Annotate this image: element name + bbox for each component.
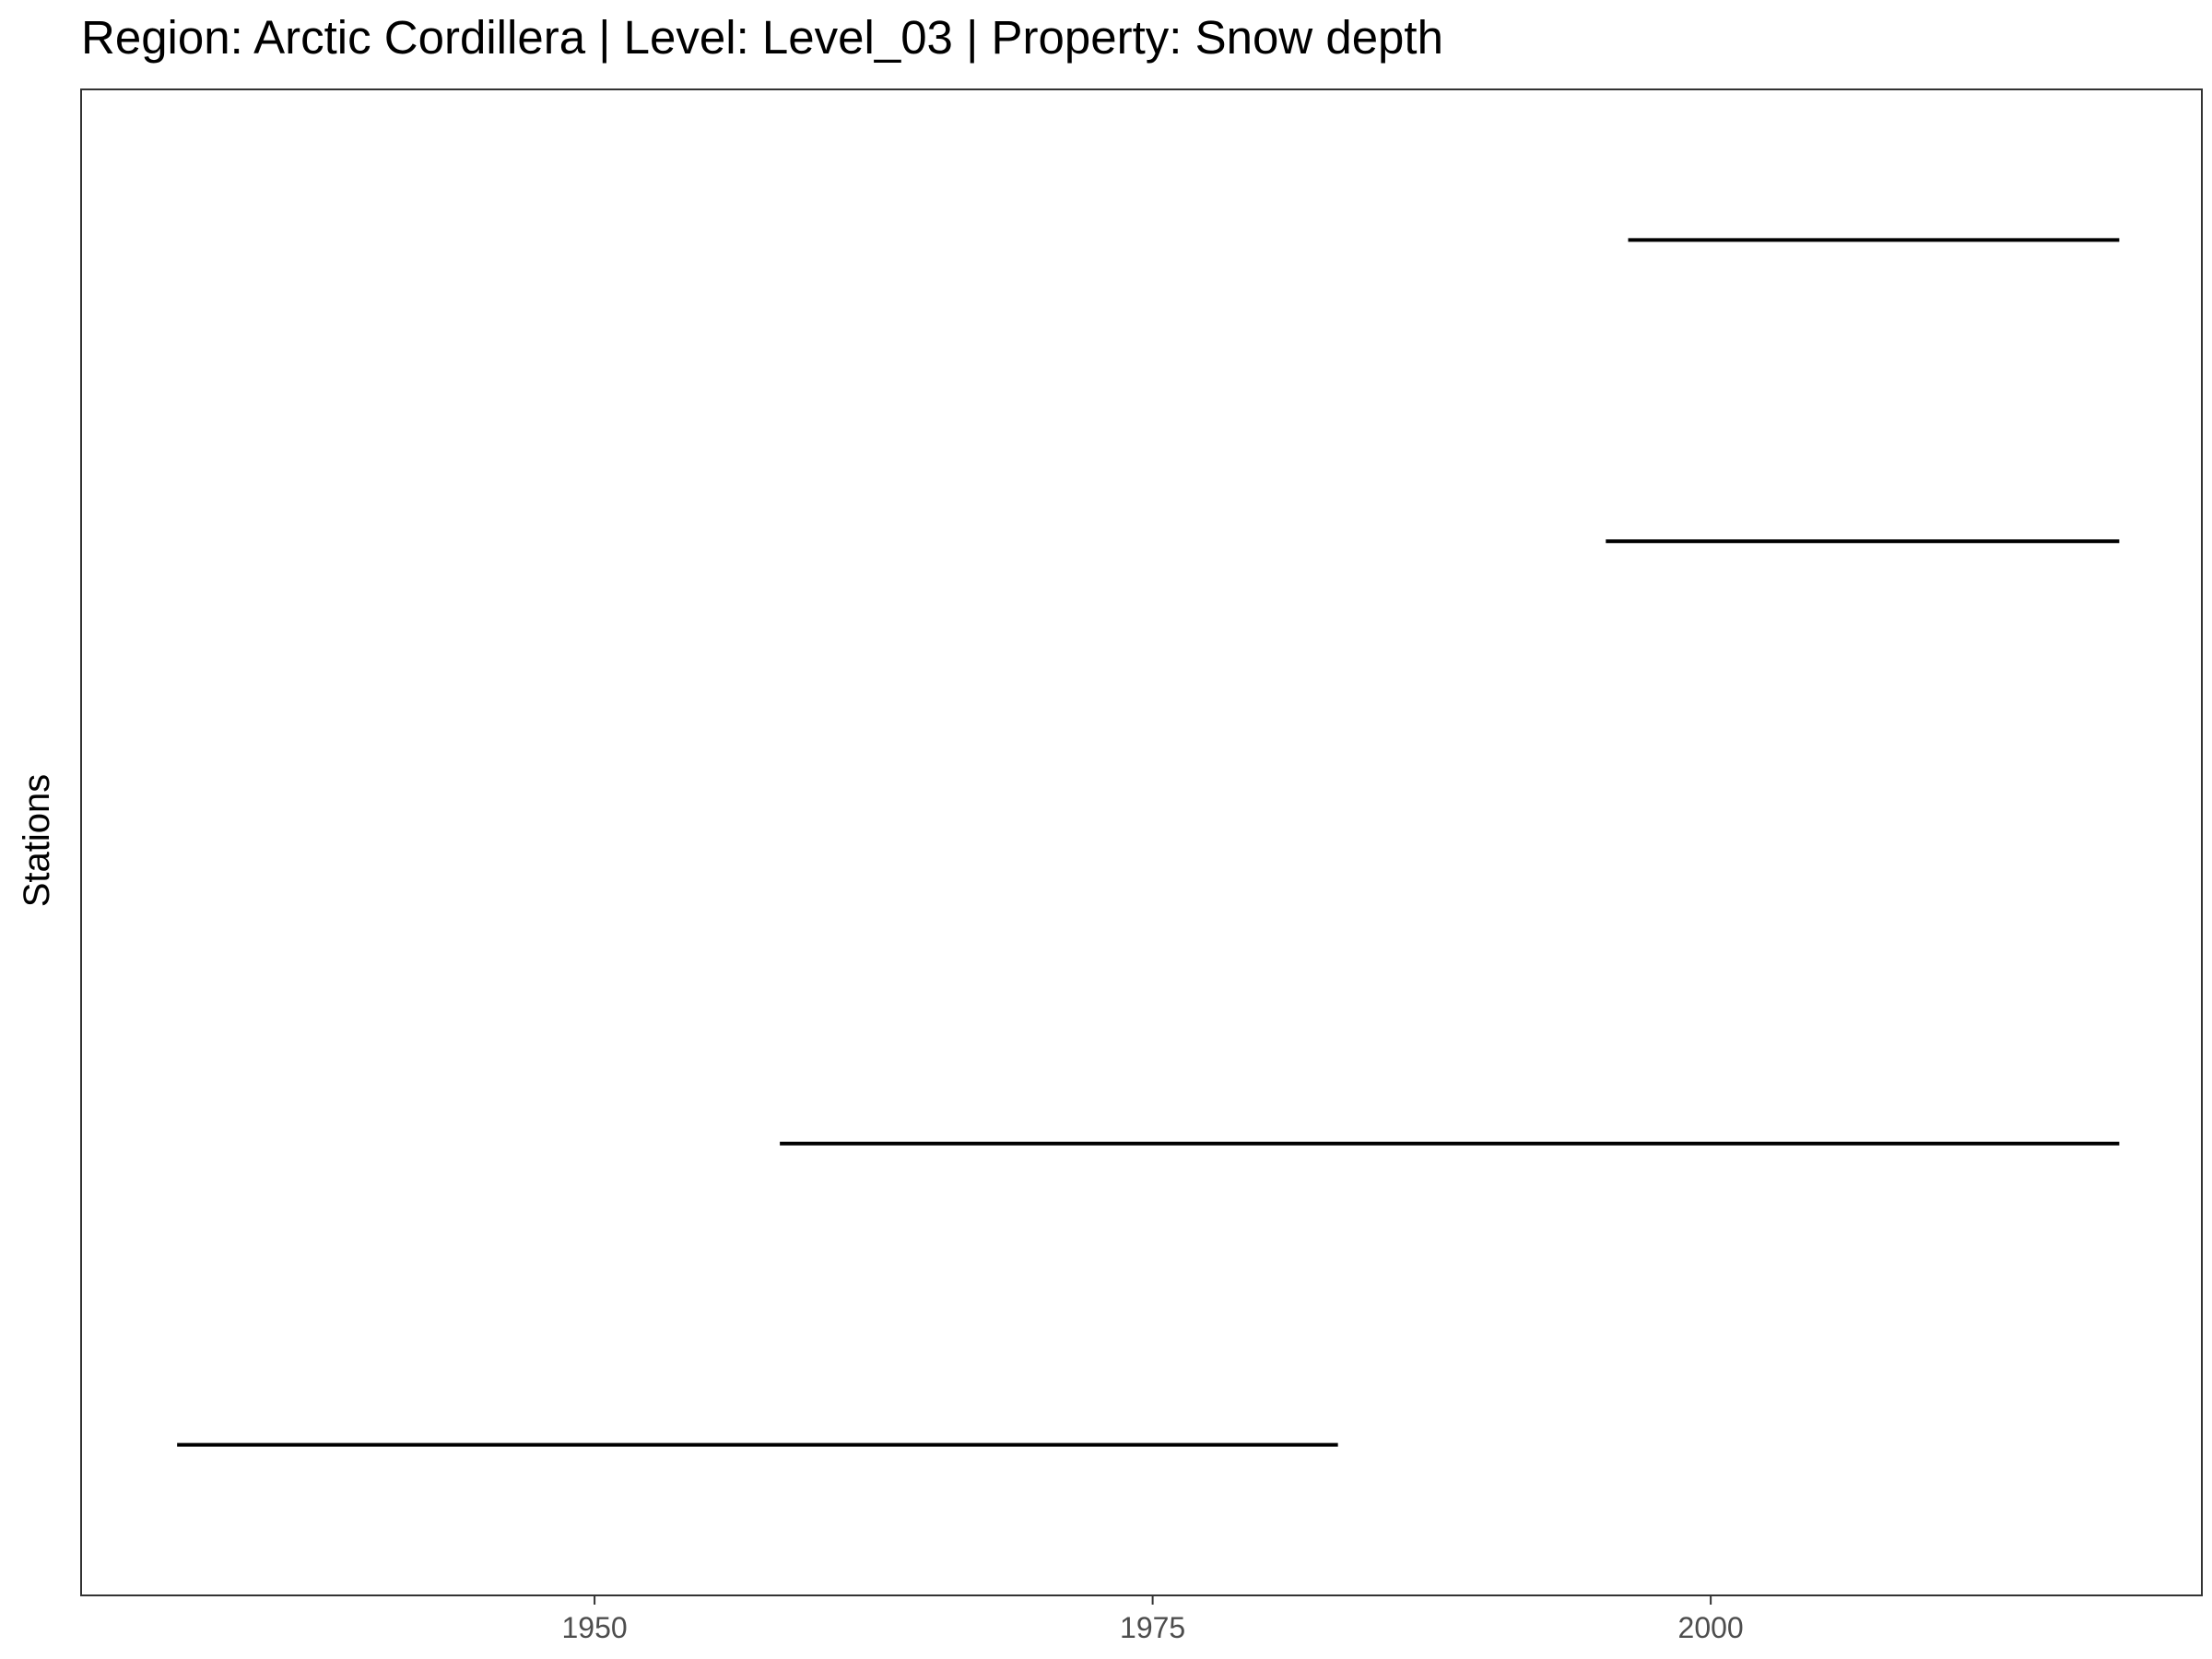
x-tick-label: 1950 [561, 1611, 627, 1644]
x-axis: 1950 1975 2000 [561, 1595, 1744, 1644]
x-tick-label: 2000 [1678, 1611, 1744, 1644]
segments-layer [177, 238, 2120, 1447]
x-tick-label: 1975 [1120, 1611, 1185, 1644]
y-axis-title: Stations [17, 774, 57, 908]
panel-border [80, 88, 2203, 1596]
chart-title: Region: Arctic Cordillera | Level: Level… [81, 11, 1443, 64]
